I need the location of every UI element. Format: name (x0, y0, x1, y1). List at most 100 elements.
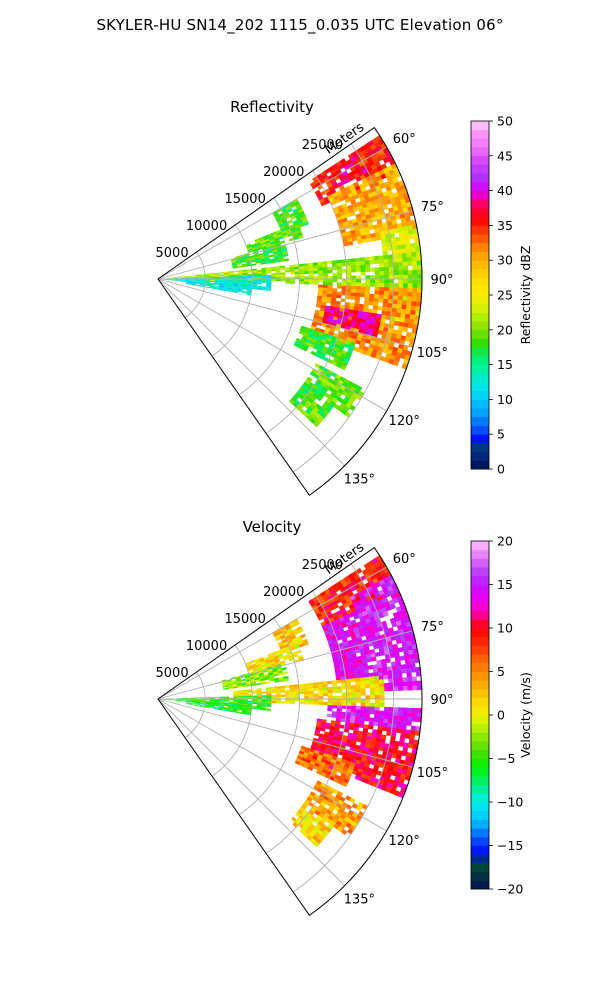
echo-gate (287, 208, 293, 213)
echo-gate (374, 695, 380, 700)
echo-gate (227, 687, 234, 690)
echo-gate (241, 260, 247, 263)
echo-gate (355, 385, 363, 392)
echo-gate (341, 711, 347, 716)
echo-gate (347, 639, 354, 645)
colorbar-segment (471, 347, 489, 357)
echo-gate (383, 763, 390, 770)
echo-gate (347, 582, 355, 589)
echo-gate (376, 659, 382, 665)
echo-gate (365, 338, 372, 345)
azimuth-spoke (157, 698, 387, 832)
echo-gate (393, 287, 399, 292)
echo-gate (312, 262, 318, 266)
echo-gate (398, 194, 405, 201)
echo-gate (316, 395, 323, 402)
echo-gate (392, 299, 398, 305)
echo-gate (266, 284, 272, 288)
echo-gate (185, 282, 191, 285)
echo-gate (351, 695, 357, 700)
echo-gate (353, 306, 360, 311)
echo-gate (386, 782, 394, 789)
echo-gate (304, 799, 311, 805)
echo-gate (282, 641, 289, 646)
echo-gate (284, 225, 291, 231)
echo-gate (222, 683, 228, 686)
echo-gate (280, 267, 286, 271)
echo-gate (375, 737, 382, 743)
echo-gate (384, 282, 390, 288)
echo-gate (336, 181, 344, 188)
echo-gate (388, 274, 395, 280)
echo-gate (379, 710, 385, 716)
echo-gate (369, 293, 375, 299)
echo-gate (274, 214, 281, 220)
echo-gate (332, 183, 339, 190)
echo-gate (259, 240, 266, 244)
echo-gate (278, 655, 284, 660)
echo-gate (368, 297, 375, 302)
echo-gate (238, 274, 244, 277)
echo-gate (347, 735, 353, 741)
echo-gate (354, 719, 360, 724)
echo-gate (346, 699, 352, 703)
echo-gate (412, 279, 418, 284)
echo-gate (365, 319, 372, 325)
echo-gate (226, 680, 232, 684)
echo-gate (363, 626, 370, 633)
echo-gate (396, 669, 403, 675)
echo-gate (346, 288, 352, 293)
echo-gate (391, 333, 398, 339)
echo-gate (388, 193, 395, 200)
echo-gate (385, 238, 392, 244)
echo-gate (290, 226, 296, 231)
echo-gate (317, 287, 324, 291)
echo-gate (275, 266, 281, 269)
echo-gate (347, 661, 354, 666)
echo-gate (245, 259, 251, 262)
echo-gate (311, 184, 318, 190)
echo-gate (379, 742, 386, 748)
echo-gate (318, 270, 324, 274)
echo-gate (374, 231, 381, 237)
colorbar-segment (471, 619, 489, 629)
echo-gate (314, 783, 321, 789)
echo-gate (281, 229, 287, 234)
echo-gate (364, 762, 371, 768)
echo-gate (397, 261, 404, 267)
echo-gate (292, 198, 299, 204)
colorbar-segment (471, 593, 489, 603)
echo-gate (337, 388, 345, 395)
colorbar-segment (471, 268, 489, 278)
echo-gate (386, 585, 394, 592)
echo-gate (287, 639, 293, 644)
echo-gate (247, 694, 253, 696)
echo-gate (368, 717, 375, 722)
echo-gate (384, 591, 391, 598)
echo-gate (359, 673, 365, 678)
echo-gate (264, 660, 271, 665)
echo-gate (303, 263, 309, 267)
echo-gate (186, 281, 192, 284)
echo-gate (302, 638, 308, 644)
azimuth-spoke (157, 698, 345, 886)
echo-gate (181, 280, 187, 282)
echo-gate (413, 233, 420, 239)
echo-gate (333, 385, 341, 392)
echo-gate (223, 283, 229, 286)
echo-gate (385, 658, 392, 664)
echo-gate (186, 700, 192, 702)
echo-gate (321, 173, 329, 180)
echo-gate (329, 729, 335, 734)
echo-gate (386, 246, 393, 252)
echo-gate (352, 313, 358, 318)
echo-gate (395, 185, 403, 193)
echo-gate (214, 280, 220, 283)
echo-gate (400, 335, 407, 341)
echo-gate (334, 307, 340, 312)
echo-gate (236, 682, 242, 686)
echo-gate (337, 163, 345, 170)
echo-gate (356, 336, 363, 342)
echo-gate (313, 276, 319, 280)
echo-gate (205, 697, 211, 699)
